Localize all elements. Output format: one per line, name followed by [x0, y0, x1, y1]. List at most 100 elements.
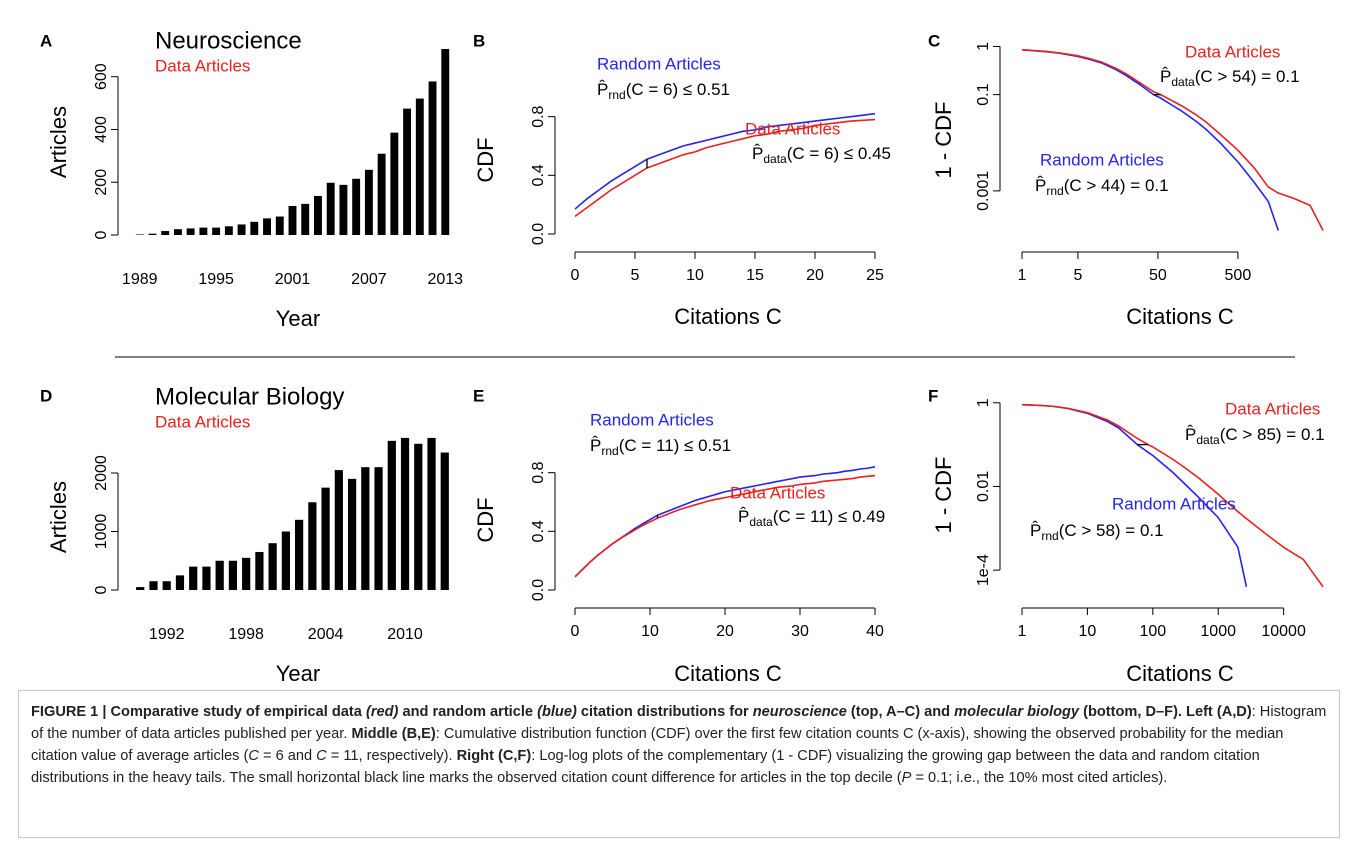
caption-run: C — [316, 748, 327, 764]
bar — [361, 467, 370, 590]
x-axis-label: Citations C — [1126, 661, 1234, 686]
bar — [415, 98, 424, 235]
bar — [224, 226, 233, 235]
x-axis-label: Citations C — [1126, 304, 1234, 329]
series-line — [1021, 48, 1324, 231]
estimate: P̂data(C > 54) = 0.1 — [1160, 67, 1300, 90]
bar — [255, 551, 264, 590]
bar — [364, 169, 373, 235]
bar — [400, 437, 410, 590]
y-tick-label: 1 — [975, 42, 992, 51]
x-tick-label: 1992 — [149, 626, 185, 643]
caption-run: : Cumulative distribution function (CDF)… — [31, 726, 1284, 764]
bar — [352, 178, 361, 235]
caption-run: C — [248, 748, 259, 764]
bar — [268, 543, 277, 590]
bar — [215, 560, 224, 590]
series-name: Random Articles — [597, 54, 721, 73]
x-axis-label: Citations C — [674, 304, 782, 329]
estimate-symbol: P̂ — [752, 144, 763, 164]
x-tick-label: 20 — [806, 267, 824, 284]
x-tick-label: 30 — [791, 623, 809, 640]
x-tick-label: 100 — [1139, 623, 1166, 640]
caption-run: : Histogram of the number of data articl… — [31, 704, 1327, 742]
x-tick-label: 1989 — [122, 271, 158, 288]
estimate-subscript: rnd — [1046, 184, 1063, 198]
x-tick-label: 2010 — [387, 626, 423, 643]
bar — [250, 221, 259, 235]
estimate-subscript: rnd — [608, 88, 625, 102]
bar — [199, 227, 208, 235]
bar — [281, 531, 290, 590]
bar — [347, 478, 357, 590]
bar — [202, 566, 211, 590]
estimate-subscript: data — [1171, 75, 1195, 89]
estimate: P̂rnd(C = 6) ≤ 0.51 — [597, 80, 730, 103]
bar — [275, 216, 284, 235]
estimate-rest: (C = 6) ≤ 0.45 — [787, 144, 891, 163]
panel-letter: A — [40, 31, 52, 50]
bar — [135, 234, 144, 235]
panel-title: Molecular Biology — [155, 383, 344, 410]
y-tick-label: 0.001 — [975, 171, 992, 211]
y-axis-label: 1 - CDF — [931, 102, 956, 179]
series-line — [1021, 403, 1324, 588]
caption-run: = 11, respectively). — [326, 748, 457, 764]
bar — [162, 581, 171, 590]
estimate-subscript: rnd — [1041, 529, 1058, 543]
panel-subtitle: Data Articles — [155, 56, 250, 75]
estimate-symbol: P̂ — [590, 436, 601, 456]
x-tick-label: 1998 — [228, 626, 264, 643]
panel-letter: F — [928, 386, 938, 405]
panel-letter: E — [473, 386, 484, 405]
bar — [390, 132, 399, 235]
bar — [173, 229, 182, 235]
x-tick-label: 1 — [1018, 623, 1027, 640]
y-axis-label: CDF — [473, 137, 498, 182]
x-tick-label: 2007 — [351, 271, 387, 288]
bar — [403, 108, 412, 235]
x-axis-label: Year — [276, 661, 320, 686]
bar — [175, 575, 185, 590]
bar — [149, 581, 158, 590]
y-tick-label: 0 — [93, 230, 110, 239]
bar — [374, 467, 383, 590]
bar — [440, 452, 449, 590]
x-axis-label: Year — [276, 306, 320, 331]
caption-run: FIGURE 1 | Comparative study of empirica… — [31, 704, 366, 720]
y-tick-label: 1 — [975, 398, 992, 407]
bar — [263, 218, 271, 235]
bar — [161, 231, 170, 235]
series-name: Data Articles — [745, 119, 840, 138]
bar — [377, 153, 386, 235]
y-tick-label: 0.01 — [975, 471, 992, 502]
x-tick-label: 2004 — [308, 626, 344, 643]
y-axis-label: Articles — [46, 106, 71, 178]
bar — [326, 182, 335, 235]
bar — [237, 224, 246, 235]
caption-run: (blue) — [537, 704, 577, 720]
x-tick-label: 20 — [716, 623, 734, 640]
caption: FIGURE 1 | Comparative study of empirica… — [18, 690, 1340, 838]
estimate: P̂data(C = 6) ≤ 0.45 — [752, 144, 891, 167]
bar — [427, 437, 436, 590]
x-tick-label: 10000 — [1261, 623, 1306, 640]
x-tick-label: 0 — [571, 623, 580, 640]
bar — [414, 443, 423, 590]
x-tick-label: 500 — [1225, 267, 1252, 284]
y-tick-label: 400 — [93, 116, 110, 143]
y-tick-label: 0.1 — [975, 83, 992, 105]
x-tick-label: 10 — [686, 267, 704, 284]
bar — [228, 560, 238, 590]
y-tick-label: 0.8 — [530, 105, 547, 127]
bar — [387, 440, 396, 590]
estimate-rest: (C = 11) ≤ 0.49 — [773, 507, 885, 526]
caption-run: (bottom, D–F). Left (A,D) — [1079, 704, 1252, 720]
x-tick-label: 5 — [631, 267, 640, 284]
estimate-subscript: data — [763, 152, 787, 166]
y-tick-label: 1000 — [93, 514, 110, 550]
y-axis-label: CDF — [473, 497, 498, 542]
bar — [321, 487, 330, 590]
estimate-rest: (C = 11) ≤ 0.51 — [619, 436, 731, 455]
y-tick-label: 1e-4 — [975, 554, 992, 586]
